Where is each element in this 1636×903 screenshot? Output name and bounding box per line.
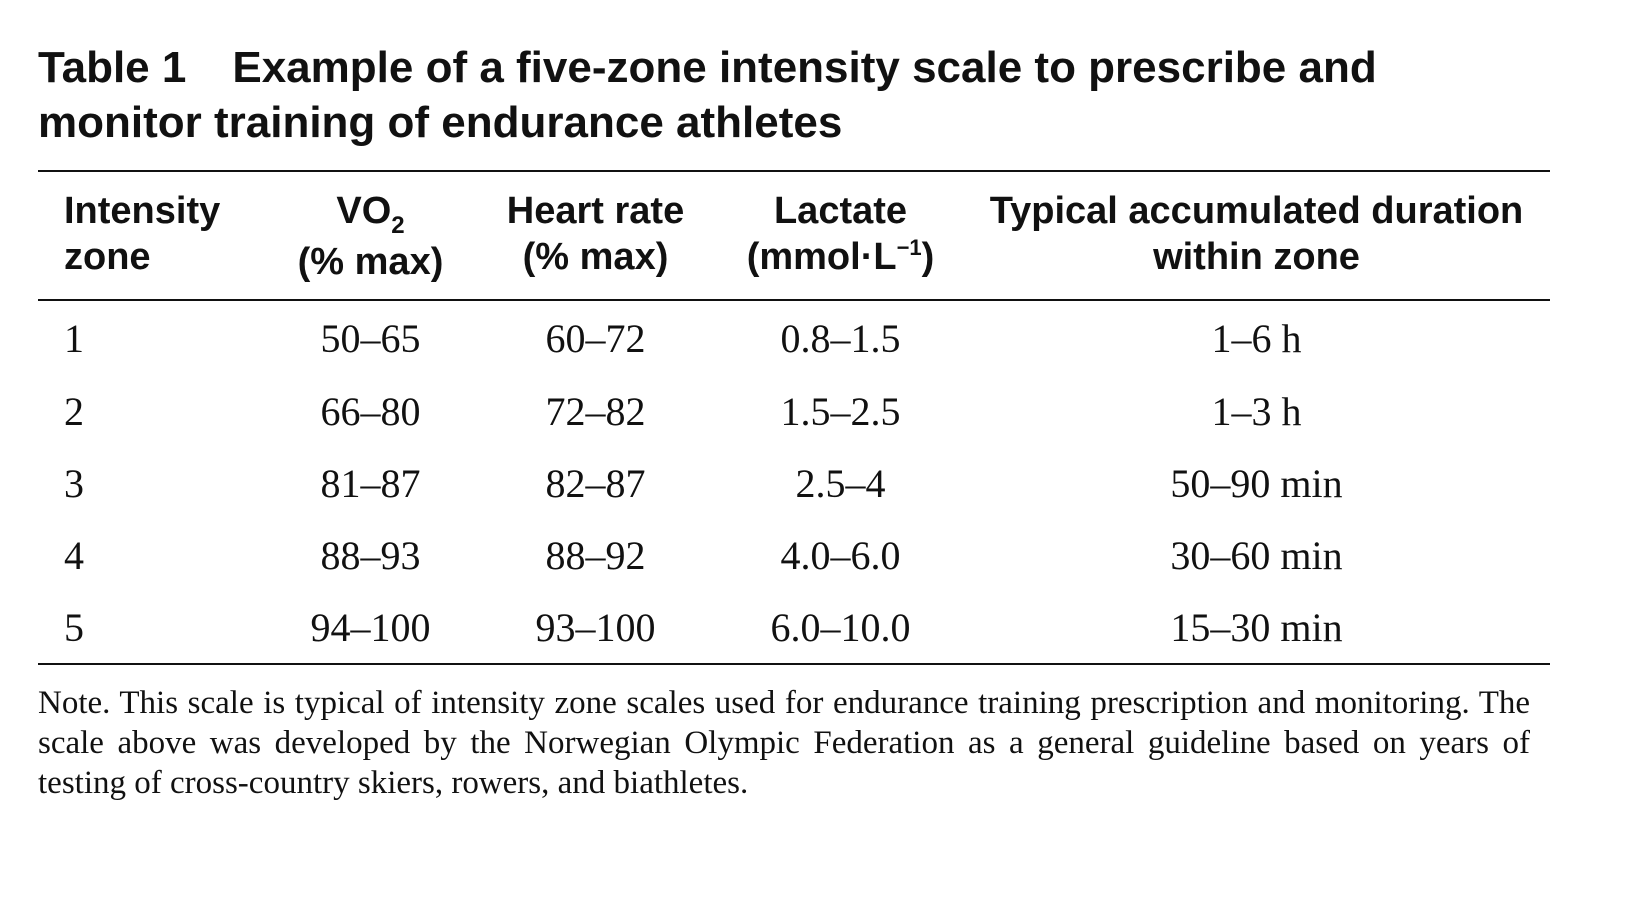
cell-heart-rate: 82–87	[545, 460, 646, 506]
bottom-rule	[38, 663, 1550, 665]
cell-duration: 1–6 h	[1211, 315, 1302, 361]
cell-duration: 30–60 min	[1170, 532, 1343, 578]
cell-vo2: 66–80	[320, 388, 421, 434]
header-intensity-zone: Intensity zone	[38, 172, 268, 301]
cell-zone: 5	[64, 604, 84, 650]
cell-heart-rate: 93–100	[535, 604, 656, 650]
table-row: 5 94–100 93–100 6.0–10.0 15–30 min	[38, 591, 1550, 663]
cell-duration: 1–3 h	[1211, 388, 1302, 434]
header-duration-line-1: Typical accumulated duration	[989, 190, 1524, 232]
header-hr-line-1: Heart rate	[506, 190, 685, 232]
cell-duration: 15–30 min	[1170, 604, 1343, 650]
table-row: 3 81–87 82–87 2.5–4 50–90 min	[38, 447, 1550, 519]
cell-vo2: 50–65	[320, 315, 421, 361]
cell-zone: 1	[64, 315, 84, 361]
header-lactate-unit-suffix: )	[921, 236, 935, 278]
table-row: 4 88–93 88–92 4.0–6.0 30–60 min	[38, 519, 1550, 591]
intensity-zone-table: Intensity zone VO2 (% max) Heart rate (%…	[38, 172, 1550, 663]
header-duration: Typical accumulated duration within zone	[963, 172, 1550, 301]
cell-lactate: 6.0–10.0	[770, 604, 911, 650]
cell-zone: 4	[64, 532, 84, 578]
cell-vo2: 88–93	[320, 532, 421, 578]
table-note: Note. This scale is typical of intensity…	[38, 685, 1530, 801]
cell-zone: 2	[64, 388, 84, 434]
table-row: 1 50–65 60–72 0.8–1.5 1–6 h	[38, 300, 1550, 375]
header-duration-line-2: within zone	[1153, 236, 1360, 278]
cell-heart-rate: 88–92	[545, 532, 646, 578]
header-vo2-unit: (% max)	[297, 241, 444, 283]
table-caption: Table 1 Example of a five-zone intensity …	[38, 40, 1550, 150]
header-hr-line-2: (% max)	[522, 236, 669, 278]
header-vo2-line-1: VO2	[268, 188, 473, 239]
header-vo2-subscript: 2	[391, 212, 405, 239]
header-row: Intensity zone VO2 (% max) Heart rate (%…	[38, 172, 1550, 301]
cell-lactate: 2.5–4	[795, 460, 886, 506]
cell-lactate: 4.0–6.0	[780, 532, 901, 578]
header-lactate-unit: (mmol·L−1)	[718, 234, 963, 285]
cell-heart-rate: 72–82	[545, 388, 646, 434]
header-heart-rate: Heart rate (% max)	[473, 172, 718, 301]
header-vo2-main: VO	[336, 190, 392, 232]
header-lactate: Lactate (mmol·L−1)	[718, 172, 963, 301]
cell-lactate: 1.5–2.5	[780, 388, 901, 434]
table-label: Table 1	[38, 43, 187, 92]
header-lactate-unit-prefix: (mmol·L	[746, 236, 897, 278]
table-title: Example of a five-zone intensity scale t…	[38, 43, 1377, 147]
cell-duration: 50–90 min	[1170, 460, 1343, 506]
header-vo2: VO2 (% max)	[268, 172, 473, 301]
top-rule	[38, 170, 1550, 172]
header-zone-line-1: Intensity	[64, 190, 221, 232]
cell-vo2: 81–87	[320, 460, 421, 506]
cell-zone: 3	[64, 460, 84, 506]
cell-vo2: 94–100	[310, 604, 431, 650]
header-lactate-main: Lactate	[773, 190, 908, 232]
cell-lactate: 0.8–1.5	[780, 315, 901, 361]
table-figure: Table 1 Example of a five-zone intensity …	[38, 40, 1550, 803]
table-row: 2 66–80 72–82 1.5–2.5 1–3 h	[38, 375, 1550, 447]
cell-heart-rate: 60–72	[545, 315, 646, 361]
header-lactate-unit-superscript: −1	[896, 235, 922, 260]
header-zone-line-2: zone	[64, 236, 151, 278]
